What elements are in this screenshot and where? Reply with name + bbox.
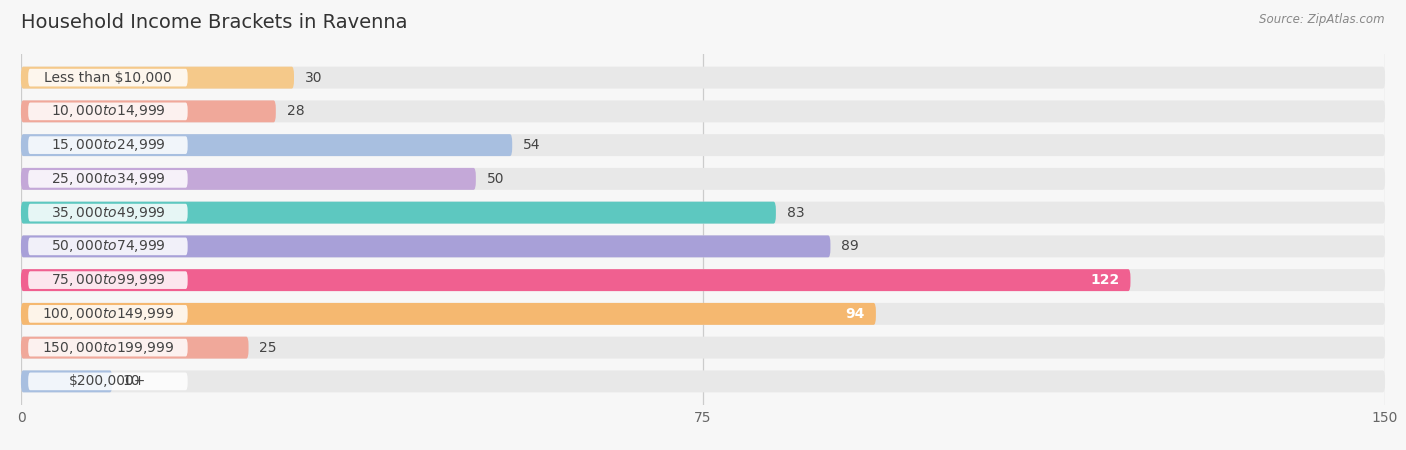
FancyBboxPatch shape <box>28 69 187 86</box>
FancyBboxPatch shape <box>28 136 187 154</box>
Text: 30: 30 <box>305 71 322 85</box>
FancyBboxPatch shape <box>21 235 1385 257</box>
FancyBboxPatch shape <box>21 303 1385 325</box>
FancyBboxPatch shape <box>28 339 187 356</box>
FancyBboxPatch shape <box>21 202 1385 224</box>
Text: $75,000 to $99,999: $75,000 to $99,999 <box>51 272 166 288</box>
Text: 25: 25 <box>259 341 277 355</box>
Text: $50,000 to $74,999: $50,000 to $74,999 <box>51 238 166 254</box>
FancyBboxPatch shape <box>21 67 294 89</box>
Text: 28: 28 <box>287 104 304 118</box>
FancyBboxPatch shape <box>21 269 1130 291</box>
FancyBboxPatch shape <box>21 269 1385 291</box>
FancyBboxPatch shape <box>21 168 475 190</box>
Text: Source: ZipAtlas.com: Source: ZipAtlas.com <box>1260 14 1385 27</box>
FancyBboxPatch shape <box>21 202 776 224</box>
FancyBboxPatch shape <box>21 134 512 156</box>
FancyBboxPatch shape <box>28 204 187 221</box>
FancyBboxPatch shape <box>28 103 187 120</box>
Text: 10: 10 <box>122 374 141 388</box>
FancyBboxPatch shape <box>28 305 187 323</box>
FancyBboxPatch shape <box>21 337 249 359</box>
Text: 89: 89 <box>841 239 859 253</box>
Text: 54: 54 <box>523 138 540 152</box>
FancyBboxPatch shape <box>28 238 187 255</box>
FancyBboxPatch shape <box>21 337 1385 359</box>
FancyBboxPatch shape <box>28 271 187 289</box>
FancyBboxPatch shape <box>28 373 187 390</box>
Text: $10,000 to $14,999: $10,000 to $14,999 <box>51 104 166 119</box>
Text: Less than $10,000: Less than $10,000 <box>44 71 172 85</box>
FancyBboxPatch shape <box>28 170 187 188</box>
Text: $200,000+: $200,000+ <box>69 374 146 388</box>
FancyBboxPatch shape <box>21 100 276 122</box>
FancyBboxPatch shape <box>21 100 1385 122</box>
Text: $100,000 to $149,999: $100,000 to $149,999 <box>42 306 174 322</box>
FancyBboxPatch shape <box>21 370 112 392</box>
Text: 94: 94 <box>845 307 865 321</box>
FancyBboxPatch shape <box>21 67 1385 89</box>
Text: 122: 122 <box>1090 273 1119 287</box>
Text: 50: 50 <box>486 172 505 186</box>
Text: $35,000 to $49,999: $35,000 to $49,999 <box>51 205 166 220</box>
Text: $150,000 to $199,999: $150,000 to $199,999 <box>42 340 174 356</box>
Text: $25,000 to $34,999: $25,000 to $34,999 <box>51 171 166 187</box>
FancyBboxPatch shape <box>21 168 1385 190</box>
Text: $15,000 to $24,999: $15,000 to $24,999 <box>51 137 166 153</box>
Text: 83: 83 <box>786 206 804 220</box>
FancyBboxPatch shape <box>21 370 1385 392</box>
FancyBboxPatch shape <box>21 235 831 257</box>
FancyBboxPatch shape <box>21 134 1385 156</box>
Text: Household Income Brackets in Ravenna: Household Income Brackets in Ravenna <box>21 14 408 32</box>
FancyBboxPatch shape <box>21 303 876 325</box>
